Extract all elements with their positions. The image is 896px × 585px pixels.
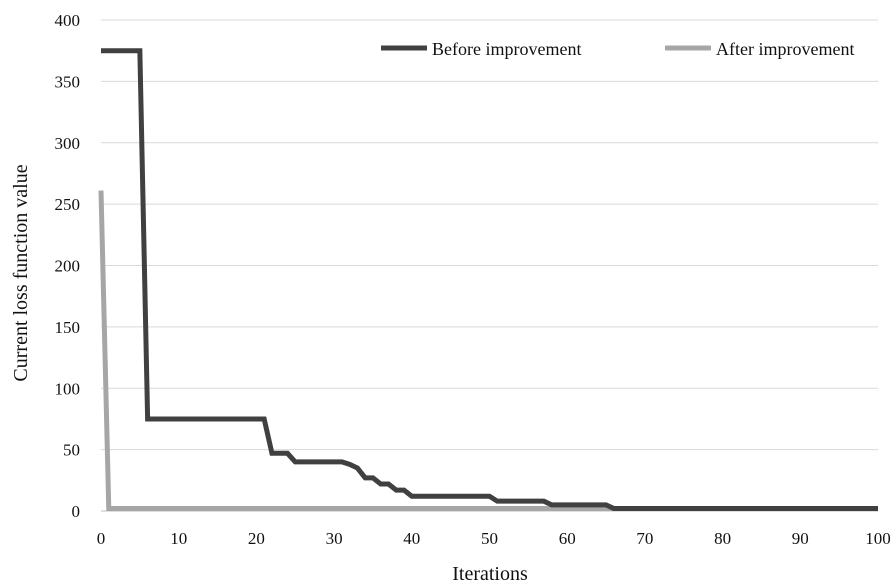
y-tick-label: 300 (55, 134, 81, 153)
x-tick-label: 80 (714, 529, 731, 548)
series-line-after-improvement (98, 190, 878, 512)
y-axis-title: Current loss function value (10, 164, 32, 381)
y-tick-label: 150 (55, 318, 81, 337)
series-line-before-improvement (101, 48, 878, 512)
y-tick-label: 50 (63, 441, 80, 460)
x-tick-label: 20 (248, 529, 265, 548)
y-tick-label: 400 (55, 11, 81, 30)
legend: Before improvement After improvement (381, 39, 854, 59)
y-axis-ticks: 0 50 100 150 200 250 300 350 400 (55, 11, 81, 521)
y-tick-label: 250 (55, 195, 81, 214)
gridlines (101, 19, 878, 451)
x-tick-label: 100 (865, 529, 891, 548)
x-tick-label: 90 (792, 529, 809, 548)
x-axis-title: Iterations (452, 563, 528, 585)
series-lines (98, 48, 878, 512)
y-tick-label: 0 (72, 502, 81, 521)
legend-label-before: Before improvement (432, 39, 581, 59)
legend-label-after: After improvement (716, 39, 854, 59)
x-tick-label: 0 (97, 529, 106, 548)
x-tick-label: 30 (326, 529, 343, 548)
x-tick-label: 50 (481, 529, 498, 548)
x-tick-label: 70 (636, 529, 653, 548)
y-tick-label: 100 (55, 379, 81, 398)
y-tick-label: 350 (55, 72, 81, 91)
y-tick-label: 200 (55, 257, 81, 276)
x-axis-ticks: 0 10 20 30 40 50 60 70 80 90 100 (97, 529, 891, 548)
x-tick-label: 40 (403, 529, 420, 548)
x-tick-label: 10 (170, 529, 187, 548)
x-tick-label: 60 (559, 529, 576, 548)
